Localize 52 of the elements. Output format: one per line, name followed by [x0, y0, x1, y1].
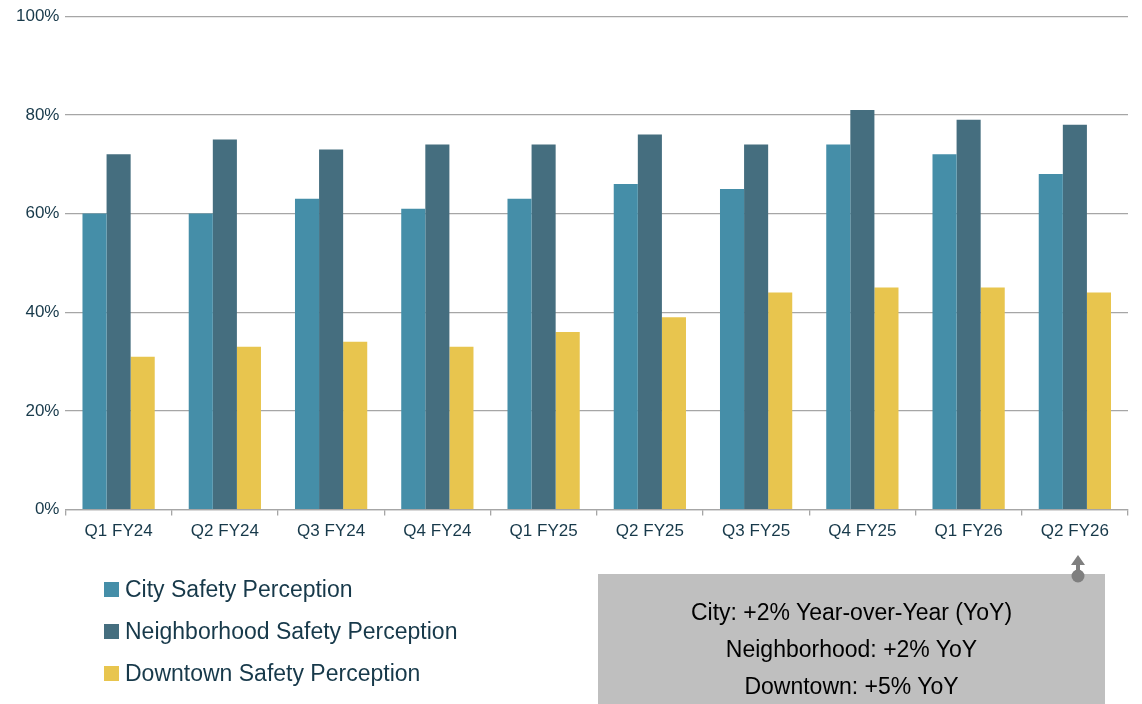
bar [637, 134, 662, 509]
x-tick-label: Q1 FY26 [934, 521, 1003, 541]
x-tick-label: Q4 FY25 [828, 521, 897, 541]
bar [130, 356, 155, 509]
bar [555, 331, 580, 509]
x-tick-label: Q1 FY24 [84, 521, 153, 541]
bar [319, 149, 344, 509]
bar [768, 292, 793, 509]
x-tick-label: Q3 FY25 [722, 521, 791, 541]
y-tick-label: 20% [25, 400, 60, 420]
bar [531, 144, 556, 509]
bar [956, 119, 981, 509]
x-tick-label: Q4 FY24 [403, 521, 472, 541]
bar [294, 198, 320, 509]
bar [449, 346, 474, 509]
bar [212, 139, 237, 509]
x-tick-label: Q3 FY24 [297, 521, 366, 541]
bar [980, 287, 1005, 509]
bar [661, 317, 686, 509]
bar [1038, 174, 1063, 509]
bar [850, 109, 875, 509]
y-tick-label: 100% [16, 5, 60, 25]
text: Neighborhood: +2% YoY [724, 635, 979, 664]
bar [236, 346, 261, 509]
bar [1086, 292, 1111, 509]
bar [343, 341, 368, 509]
text: City: +2% Year-over-Year (YoY) [689, 598, 1014, 627]
bar [932, 154, 957, 509]
bar [719, 188, 745, 509]
x-tick-label: Q2 FY24 [190, 521, 259, 541]
bar [507, 198, 532, 509]
y-tick-label: 40% [25, 301, 60, 321]
bar [874, 287, 899, 509]
bar [744, 144, 769, 509]
x-tick-label: Q1 FY25 [509, 521, 578, 541]
bar [1062, 124, 1087, 509]
y-tick-label: 60% [25, 203, 60, 223]
x-tick-label: Q2 FY26 [1040, 521, 1109, 541]
bar [613, 183, 638, 509]
y-tick-label: 80% [25, 104, 60, 124]
y-tick-label: 0% [34, 499, 60, 519]
legend-label: Neighborhood Safety Perception [125, 617, 458, 645]
bar [401, 208, 426, 509]
bar [106, 154, 131, 509]
bar [425, 144, 450, 509]
bar [826, 144, 851, 509]
text: Downtown: +5% YoY [743, 672, 960, 701]
x-tick-label: Q2 FY25 [615, 521, 684, 541]
bar [82, 213, 107, 509]
bar [188, 213, 213, 509]
legend-label: City Safety Perception [125, 575, 353, 603]
legend-label: Downtown Safety Perception [125, 659, 421, 687]
